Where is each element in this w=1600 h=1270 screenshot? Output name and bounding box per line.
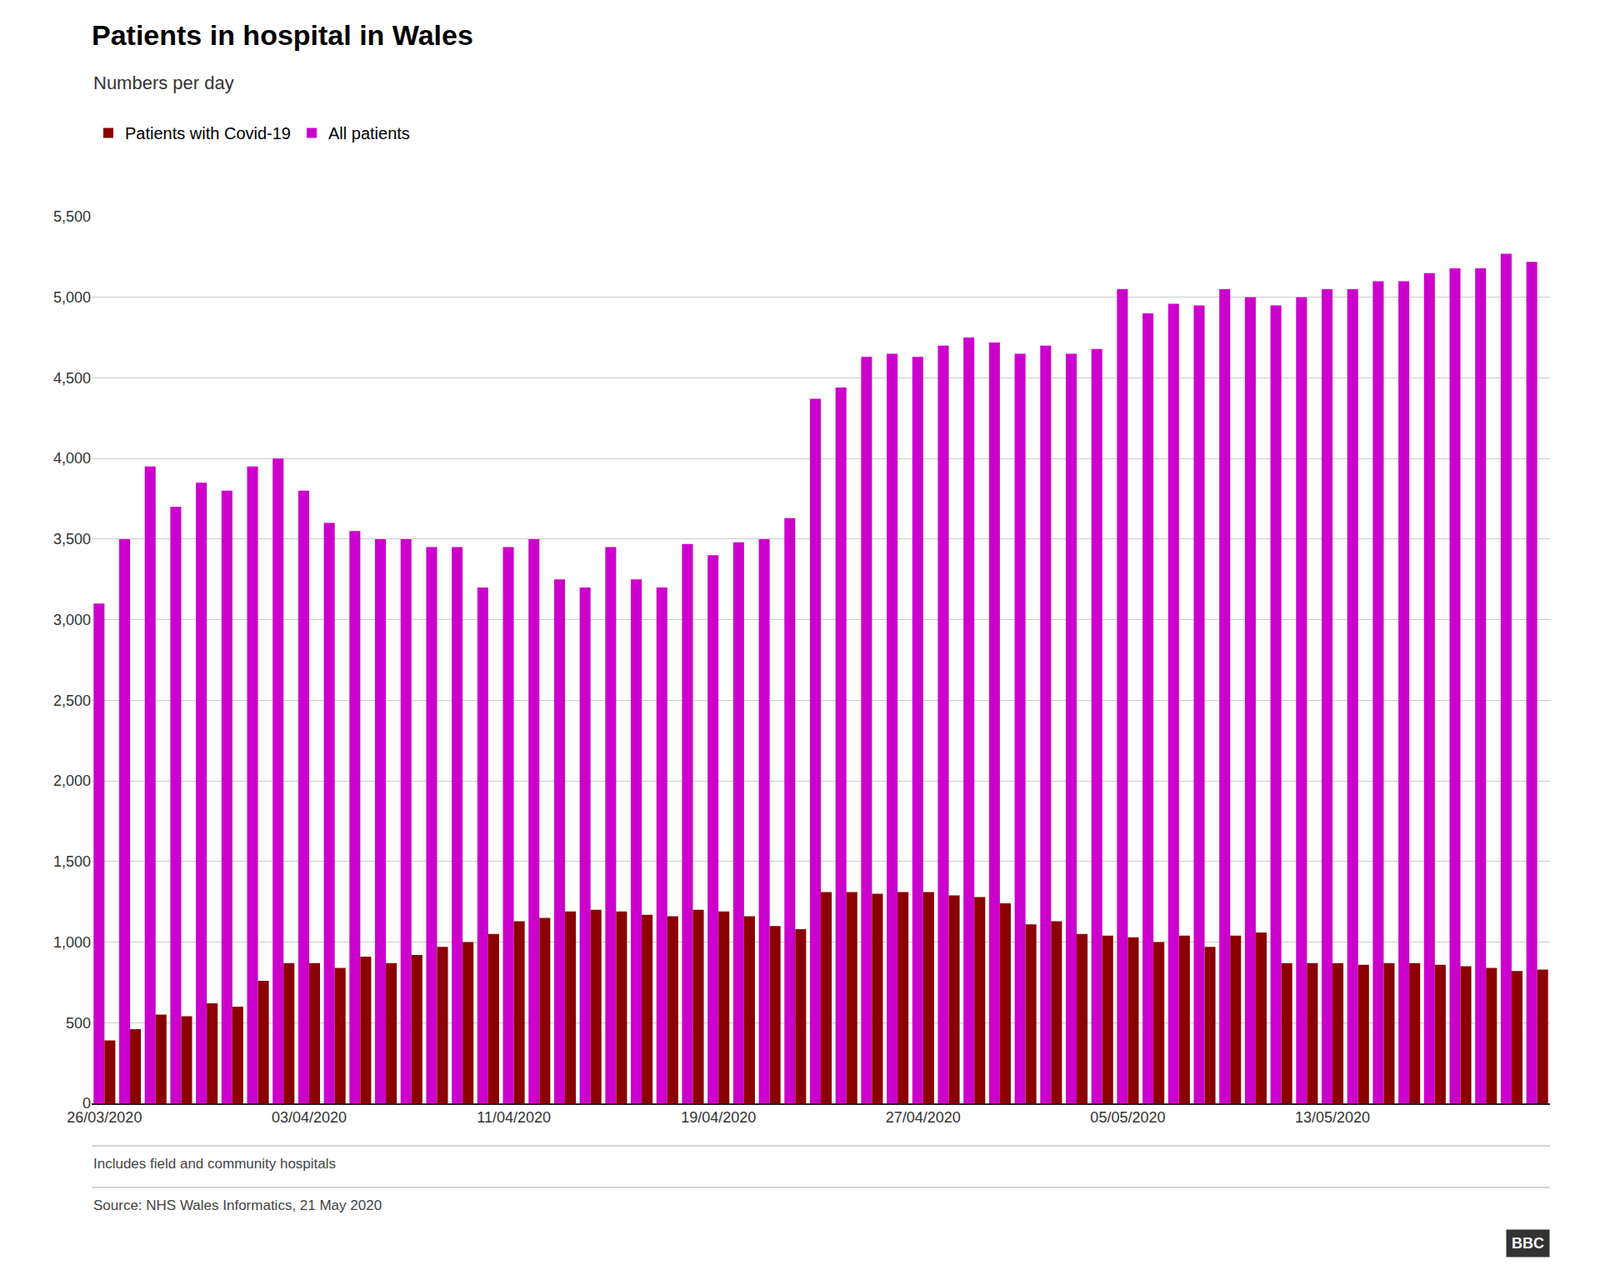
svg-text:5,500: 5,500 (53, 208, 91, 225)
svg-text:Includes field and community h: Includes field and community hospitals (93, 1155, 336, 1172)
svg-text:1,500: 1,500 (53, 853, 91, 870)
svg-text:0: 0 (82, 1095, 91, 1112)
svg-text:2,000: 2,000 (53, 772, 91, 790)
svg-text:2,500: 2,500 (53, 692, 91, 710)
svg-text:BBC: BBC (1511, 1235, 1545, 1252)
svg-text:Source: NHS Wales Informatics,: Source: NHS Wales Informatics, 21 May 20… (93, 1197, 382, 1214)
svg-text:19/04/2020: 19/04/2020 (680, 1109, 756, 1126)
svg-text:26/03/2020: 26/03/2020 (66, 1109, 142, 1126)
svg-text:05/05/2020: 05/05/2020 (1090, 1109, 1165, 1126)
svg-text:4,500: 4,500 (53, 370, 91, 387)
svg-text:Patients with Covid-19: Patients with Covid-19 (125, 124, 291, 143)
svg-text:27/04/2020: 27/04/2020 (885, 1109, 961, 1126)
svg-text:Numbers per day: Numbers per day (93, 72, 235, 94)
svg-text:13/05/2020: 13/05/2020 (1295, 1109, 1370, 1126)
svg-text:4,000: 4,000 (53, 450, 91, 467)
svg-text:Patients in hospital in Wales: Patients in hospital in Wales (91, 19, 474, 51)
svg-text:All patients: All patients (328, 124, 410, 143)
svg-text:1,000: 1,000 (53, 934, 91, 951)
svg-text:03/04/2020: 03/04/2020 (271, 1109, 347, 1126)
svg-text:500: 500 (65, 1015, 91, 1032)
svg-text:3,500: 3,500 (53, 530, 91, 548)
svg-text:3,000: 3,000 (53, 611, 91, 629)
svg-text:11/04/2020: 11/04/2020 (476, 1109, 551, 1126)
svg-text:5,000: 5,000 (53, 289, 91, 306)
